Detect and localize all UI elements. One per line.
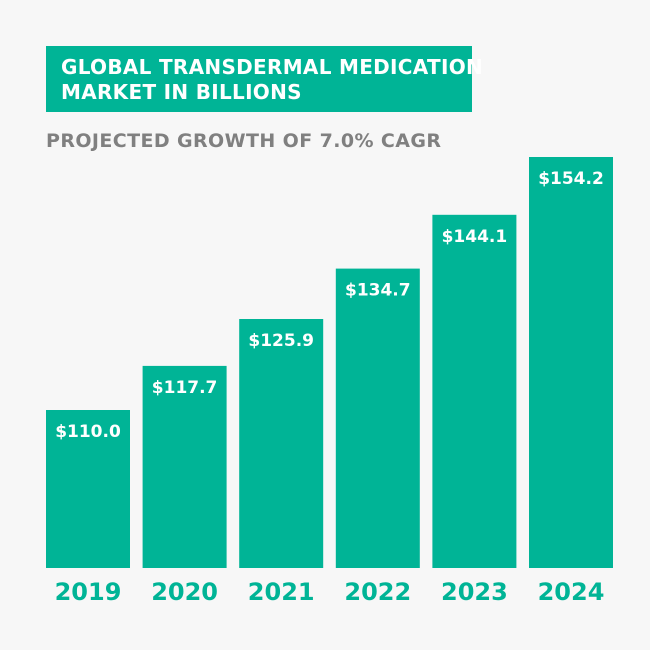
bar-2020	[142, 365, 227, 568]
bar-value-label-2023: $144.1	[442, 227, 508, 247]
x-tick-label-2023: 2023	[441, 578, 508, 606]
bar-2022	[335, 268, 420, 568]
bar-2019	[46, 410, 130, 568]
bar-value-label-2022: $134.7	[345, 281, 411, 301]
chart-title: GLOBAL TRANSDERMAL MEDICATION MARKET IN …	[46, 46, 484, 112]
chart-title-line-2: MARKET IN BILLIONS	[61, 80, 302, 104]
chart-title-line-1: GLOBAL TRANSDERMAL MEDICATION	[61, 55, 484, 79]
x-tick-label-2024: 2024	[538, 578, 605, 606]
bar-value-label-2019: $110.0	[55, 422, 121, 442]
bar-value-label-2020: $117.7	[152, 378, 218, 398]
chart-subtitle: PROJECTED GROWTH OF 7.0% CAGR	[46, 130, 442, 152]
bar-2021	[239, 319, 324, 568]
bar-2023	[432, 214, 517, 569]
bar-2024	[529, 157, 613, 568]
bar-value-label-2024: $154.2	[538, 169, 604, 189]
x-tick-label-2022: 2022	[344, 578, 411, 606]
bar-value-label-2021: $125.9	[248, 331, 314, 351]
x-tick-label-2019: 2019	[55, 578, 122, 606]
x-tick-label-2021: 2021	[248, 578, 315, 606]
x-tick-label-2020: 2020	[151, 578, 218, 606]
